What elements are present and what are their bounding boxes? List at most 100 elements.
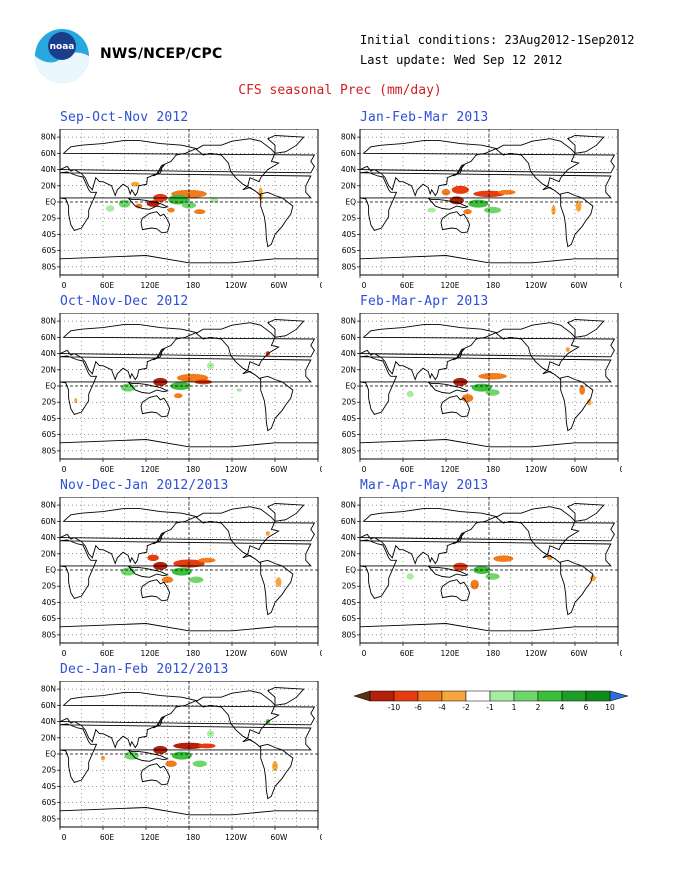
precip-anomaly <box>147 554 159 562</box>
precip-anomaly <box>441 189 451 196</box>
coastline-japan <box>152 348 166 361</box>
coastline-north-america <box>195 506 280 564</box>
coastline-australia <box>440 579 471 602</box>
y-tick-label: 60S <box>342 614 357 623</box>
coastline-europe-asia <box>59 323 316 381</box>
legend-label: -1 <box>486 703 494 712</box>
y-tick-label: 40S <box>342 598 357 607</box>
coastline-japan <box>152 532 166 545</box>
precip-anomaly <box>485 573 500 580</box>
x-tick-label: 0 <box>320 281 322 290</box>
coastline-europe-asia <box>59 691 316 749</box>
precip-anomaly <box>105 205 115 212</box>
y-tick-label: EQ <box>45 198 56 207</box>
coastline-south-america <box>560 375 594 432</box>
legend-swatch <box>561 690 587 702</box>
coastline-europe-asia <box>59 139 316 197</box>
coastline-greenland <box>266 319 305 338</box>
initial-conditions: Initial conditions: 23Aug2012-1Sep2012 <box>360 33 635 47</box>
panel-title: Mar-Apr-May 2013 <box>360 478 489 493</box>
y-tick-label: 60N <box>341 333 356 342</box>
precip-anomaly <box>74 398 78 404</box>
y-tick-label: 80S <box>342 630 357 639</box>
precip-anomaly <box>189 576 204 583</box>
map-panel: 80N 60N 40N 20N EQ 20S 40S 60S 80S 0 60E 120E 180 120… <box>41 681 322 842</box>
map-panel: 80N 60N 40N 20N EQ 20S 40S 60S 80S 0 60E 120E 180 120… <box>341 497 622 658</box>
y-tick-label: 20S <box>342 398 357 407</box>
y-tick-label: EQ <box>45 566 56 575</box>
logo-text: noaa <box>50 42 75 52</box>
y-tick-label: EQ <box>345 198 356 207</box>
panel-title: Nov-Dec-Jan 2012/2013 <box>60 478 229 493</box>
precip-anomaly <box>173 393 183 399</box>
y-tick-label: 20N <box>341 181 356 190</box>
precip-anomaly <box>453 562 468 571</box>
x-tick-label: 60E <box>400 465 415 474</box>
x-tick-label: 0 <box>362 465 367 474</box>
panel-title: Oct-Nov-Dec 2012 <box>60 294 189 309</box>
coastline-australia <box>140 395 171 418</box>
coastline-europe-asia <box>359 139 616 197</box>
y-tick-label: 20N <box>41 549 56 558</box>
x-tick-label: 120E <box>140 281 159 290</box>
precip-anomaly <box>275 577 282 588</box>
y-tick-label: 20N <box>41 181 56 190</box>
x-tick-label: 180 <box>186 465 201 474</box>
precip-anomaly <box>406 573 414 580</box>
y-tick-label: 60N <box>41 149 56 158</box>
x-tick-label: 0 <box>62 281 67 290</box>
x-tick-label: 60W <box>271 649 289 658</box>
coastline-africa <box>59 723 312 783</box>
x-tick-label: 60E <box>100 833 115 842</box>
chart-title: CFS seasonal Prec (mm/day) <box>238 83 442 98</box>
coastline-indonesia <box>127 749 169 762</box>
legend-swatch <box>537 690 563 702</box>
coastline-japan <box>452 348 466 361</box>
color-legend: -10 -6 -4 -2 -1 1 2 4 6 10 <box>353 690 629 712</box>
x-tick-label: 120W <box>225 465 247 474</box>
x-tick-label: 0 <box>62 833 67 842</box>
precip-anomaly <box>130 181 140 187</box>
y-tick-label: 20S <box>342 582 357 591</box>
x-tick-label: 120E <box>440 649 459 658</box>
coastline-japan <box>452 532 466 545</box>
y-tick-label: 20S <box>42 398 57 407</box>
x-tick-label: 0 <box>62 465 67 474</box>
y-tick-label: 80N <box>341 501 356 510</box>
map-panel: 80N 60N 40N 20N EQ 20S 40S 60S 80S 0 60E 120E 180 120… <box>41 129 322 290</box>
noaa-logo-icon: noaa <box>35 29 89 83</box>
org-label: NWS/NCEP/CPC <box>100 46 223 62</box>
x-tick-label: 0 <box>320 833 322 842</box>
legend-label: 4 <box>560 703 565 712</box>
coastline-indonesia <box>127 381 169 394</box>
coastline-indonesia <box>427 381 469 394</box>
x-tick-label: 60E <box>400 281 415 290</box>
precip-anomaly <box>579 385 586 395</box>
x-tick-label: 120E <box>140 833 159 842</box>
coastline-australia <box>140 211 171 234</box>
precip-anomaly <box>587 398 592 406</box>
x-tick-label: 0 <box>320 465 322 474</box>
precip-anomaly <box>171 567 192 576</box>
x-tick-label: 60W <box>571 649 589 658</box>
y-tick-label: 40N <box>41 349 56 358</box>
coastline-africa <box>359 539 612 599</box>
y-tick-label: 60N <box>41 333 56 342</box>
coastline-indonesia <box>127 197 169 210</box>
x-tick-label: 60E <box>100 649 115 658</box>
map-panel: 80N 60N 40N 20N EQ 20S 40S 60S 80S 0 60E 120E 180 120… <box>341 313 622 474</box>
x-tick-label: 120E <box>140 465 159 474</box>
coastline-north-america <box>495 138 580 196</box>
map-panel: 80N 60N 40N 20N EQ 20S 40S 60S 80S 0 60E 120E 180 120… <box>41 497 322 658</box>
precip-anomaly <box>498 189 516 195</box>
coastline-greenland <box>266 135 305 154</box>
y-tick-label: EQ <box>345 566 356 575</box>
x-tick-label: 0 <box>620 649 622 658</box>
coastline-north-america <box>195 690 280 748</box>
coastline-europe-asia <box>59 507 316 565</box>
precip-anomaly <box>451 185 469 194</box>
coastline-greenland <box>566 135 605 154</box>
y-tick-label: 80S <box>42 630 57 639</box>
coastline-africa <box>59 171 312 231</box>
legend-swatch <box>513 690 539 702</box>
